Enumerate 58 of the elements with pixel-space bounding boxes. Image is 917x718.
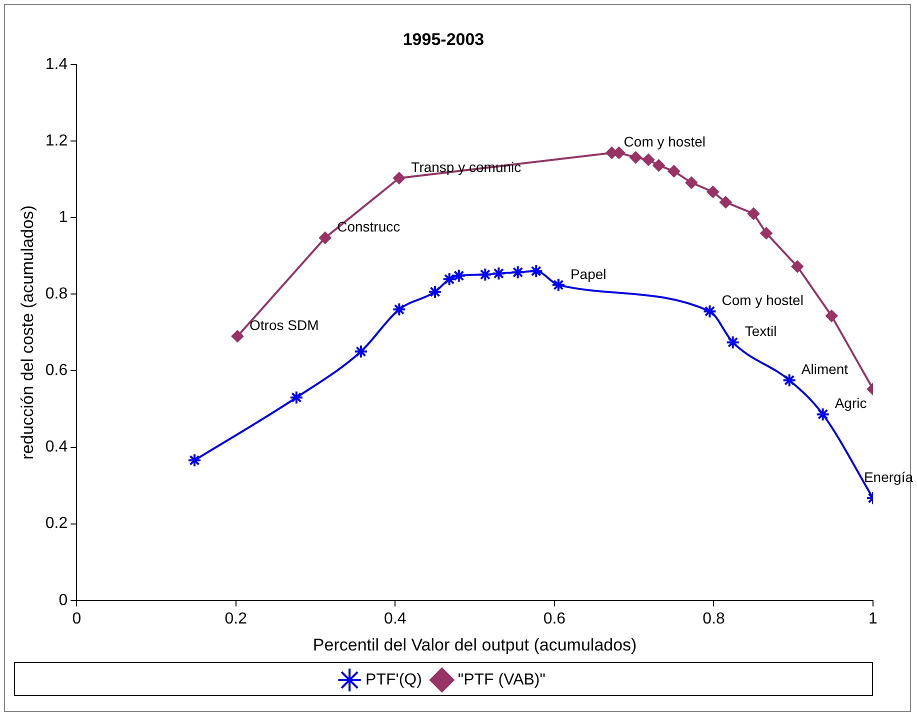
y-tick-label: 0.4 — [45, 438, 68, 456]
annotation: Otros SDM — [250, 317, 319, 334]
x-tick-label: 0.4 — [384, 610, 406, 628]
point — [188, 453, 202, 468]
x-tick-label: 0.2 — [224, 610, 248, 628]
x-axis-title: Percentil del Valor del output (acumulados) — [312, 635, 637, 654]
point — [702, 304, 717, 318]
point — [442, 272, 456, 286]
chart-title: 1995-2003 — [402, 30, 484, 49]
x-tick-label: 1 — [868, 610, 878, 628]
point — [428, 284, 442, 299]
point — [726, 335, 740, 350]
y-tick-label: 0.2 — [45, 515, 68, 532]
annotation: Textil — [744, 323, 777, 340]
x-tick-label: 0 — [72, 610, 82, 628]
point — [319, 232, 332, 244]
y-tick-label: 0 — [58, 592, 68, 609]
point — [760, 227, 772, 240]
legend-label: "PTF (VAB)" — [458, 671, 546, 688]
y-tick-label: 1 — [58, 208, 68, 226]
point — [232, 330, 244, 342]
point — [551, 278, 566, 292]
x-tick-label: 0.6 — [543, 610, 566, 628]
point — [354, 344, 368, 359]
point — [289, 390, 304, 404]
point — [720, 196, 732, 208]
point — [452, 268, 466, 283]
point — [685, 176, 698, 189]
annotation: Agric — [834, 395, 867, 412]
point — [529, 264, 544, 278]
point — [478, 268, 492, 282]
point — [630, 151, 642, 164]
point — [393, 172, 406, 184]
point — [392, 302, 406, 316]
point — [492, 266, 506, 280]
point — [748, 208, 760, 220]
point — [642, 154, 654, 166]
y-tick-label: 1.4 — [45, 56, 68, 73]
point — [791, 260, 804, 273]
point — [510, 265, 525, 280]
legend-label: PTF'(Q) — [366, 671, 422, 688]
point — [826, 310, 838, 322]
point — [652, 159, 665, 172]
annotation: Papel — [570, 266, 606, 282]
annotation: Com y hostel — [624, 134, 706, 150]
point — [782, 373, 796, 388]
annotation: Energía — [864, 469, 914, 486]
y-tick-label: 0.8 — [45, 286, 68, 303]
annotation: Com y hostel — [722, 292, 804, 308]
annotation: Aliment — [801, 361, 848, 378]
point — [706, 186, 719, 198]
y-axis-title: reducción del coste (acumulados) — [18, 205, 37, 460]
point — [816, 407, 830, 422]
point — [668, 165, 680, 178]
y-tick-label: 0.6 — [45, 362, 68, 380]
y-tick-label: 1.2 — [45, 132, 68, 150]
annotation: Construcc — [337, 218, 400, 235]
x-tick-label: 0.8 — [702, 610, 725, 628]
